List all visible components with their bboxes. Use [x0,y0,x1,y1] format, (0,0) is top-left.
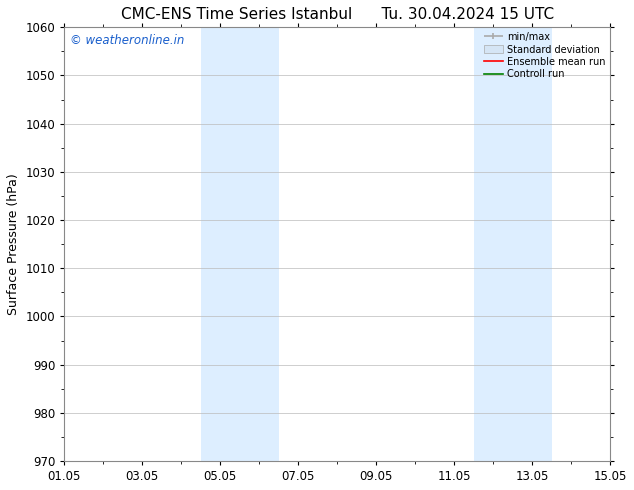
Legend: min/max, Standard deviation, Ensemble mean run, Controll run: min/max, Standard deviation, Ensemble me… [482,30,607,81]
Y-axis label: Surface Pressure (hPa): Surface Pressure (hPa) [7,173,20,315]
Bar [474,27,513,461]
Bar [201,27,240,461]
Bar [513,27,552,461]
Title: CMC-ENS Time Series Istanbul      Tu. 30.04.2024 15 UTC: CMC-ENS Time Series Istanbul Tu. 30.04.2… [120,7,554,22]
Bar [240,27,279,461]
Text: © weatheronline.in: © weatheronline.in [70,34,184,47]
